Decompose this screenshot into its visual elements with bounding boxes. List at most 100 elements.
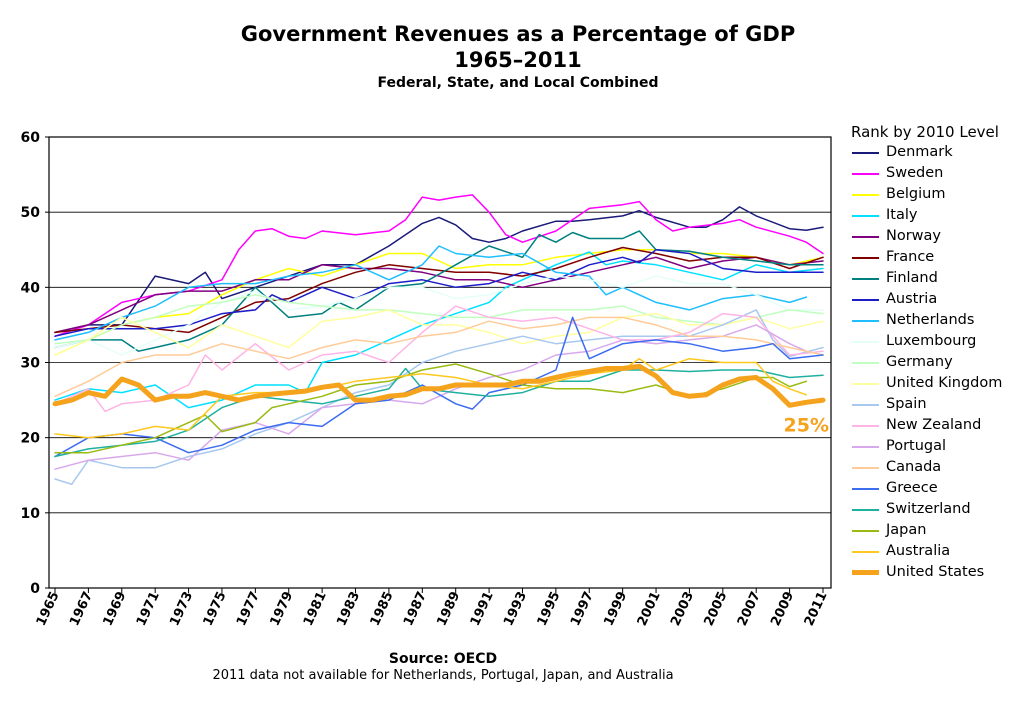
legend-label: Spain xyxy=(886,396,927,412)
x-tick-label: 2005 xyxy=(702,589,731,628)
x-tick-label: 1975 xyxy=(201,589,230,628)
x-tick-label: 2003 xyxy=(668,589,697,628)
y-tick-label: 0 xyxy=(30,581,40,597)
chart-subtitle: Federal, State, and Local Combined xyxy=(377,75,659,91)
legend-swatch xyxy=(852,467,879,469)
legend-swatch xyxy=(852,236,879,238)
series-line-spain xyxy=(54,309,824,486)
x-tick-label: 1995 xyxy=(535,589,564,628)
series-line-canada xyxy=(54,316,824,398)
legend-item: Finland xyxy=(852,268,1002,289)
legend-item: Canada xyxy=(852,457,1002,478)
legend-label: United Kingdom xyxy=(886,375,1003,391)
legend-item: Italy xyxy=(852,205,1002,226)
legend-label: Norway xyxy=(886,228,942,244)
legend-label: Sweden xyxy=(886,165,944,181)
legend: Denmark Sweden Belgium Italy Norway France Fin… xyxy=(852,142,1002,583)
legend-swatch xyxy=(852,173,879,175)
legend-label: Austria xyxy=(886,291,938,307)
legend-label: New Zealand xyxy=(886,417,982,433)
legend-label: France xyxy=(886,249,935,265)
legend-item: Greece xyxy=(852,478,1002,499)
legend-item: Denmark xyxy=(852,142,1002,163)
us-annotation: 25% xyxy=(784,415,829,437)
legend-label: Luxembourg xyxy=(886,333,977,349)
x-tick-label: 2011 xyxy=(802,589,831,628)
legend-label: Germany xyxy=(886,354,953,370)
legend-label: Greece xyxy=(886,480,938,496)
legend-swatch xyxy=(852,446,879,448)
legend-swatch xyxy=(852,257,879,259)
series-line-united-kingdom xyxy=(54,309,824,356)
legend-item: Switzerland xyxy=(852,499,1002,520)
legend-item: France xyxy=(852,247,1002,268)
legend-item: Germany xyxy=(852,352,1002,373)
x-tick-label: 1993 xyxy=(501,589,530,628)
legend-swatch xyxy=(852,570,879,575)
legend-label: Canada xyxy=(886,459,942,475)
chart-subtitle-years: 1965–2011 xyxy=(454,48,582,72)
x-tick-label: 1969 xyxy=(101,589,130,628)
series-line-belgium xyxy=(54,249,824,356)
legend-swatch xyxy=(852,194,879,196)
legend-label: Denmark xyxy=(886,144,953,160)
legend-label: United States xyxy=(886,564,985,580)
legend-item: New Zealand xyxy=(852,415,1002,436)
legend-label: Switzerland xyxy=(886,501,971,517)
x-tick-label: 1977 xyxy=(234,589,263,628)
legend-label: Finland xyxy=(886,270,938,286)
x-tick-label: 1989 xyxy=(434,589,463,628)
legend-label: Japan xyxy=(886,522,927,538)
legend-label: Portugal xyxy=(886,438,947,454)
legend-swatch xyxy=(852,215,879,217)
chart-title: Government Revenues as a Percentage of G… xyxy=(240,22,796,46)
legend-item: Sweden xyxy=(852,163,1002,184)
legend-item: Netherlands xyxy=(852,310,1002,331)
legend-swatch xyxy=(852,299,879,301)
x-tick-label: 1999 xyxy=(601,589,630,628)
legend-swatch xyxy=(852,551,879,553)
series-line-japan xyxy=(54,363,808,454)
series-line-denmark xyxy=(54,206,824,334)
y-tick-label: 60 xyxy=(21,130,41,146)
legend-item: Luxembourg xyxy=(852,331,1002,352)
legend-swatch xyxy=(852,362,879,364)
x-tick-label: 1991 xyxy=(468,589,497,628)
series-line-austria xyxy=(54,249,824,337)
legend-label: Belgium xyxy=(886,186,946,202)
series-line-greece xyxy=(54,316,824,458)
x-tick-label: 2007 xyxy=(735,589,764,628)
y-tick-label: 50 xyxy=(21,205,41,221)
legend-swatch xyxy=(852,152,879,154)
x-tick-label: 1979 xyxy=(267,589,296,628)
x-tick-label: 1967 xyxy=(67,589,96,628)
legend-swatch xyxy=(852,383,879,385)
x-tick-label: 1985 xyxy=(368,589,397,628)
legend-swatch xyxy=(852,530,879,532)
series-line-netherlands xyxy=(54,245,808,341)
series-line-united-states xyxy=(52,363,826,408)
legend-swatch xyxy=(852,509,879,511)
x-tick-label: 1987 xyxy=(401,589,430,628)
legend-title: Rank by 2010 Level xyxy=(851,123,999,141)
legend-item: Portugal xyxy=(852,436,1002,457)
legend-item: Japan xyxy=(852,520,1002,541)
legend-label: Italy xyxy=(886,207,918,223)
series-line-switzerland xyxy=(54,367,824,458)
x-tick-label: 1981 xyxy=(301,589,330,628)
legend-swatch xyxy=(852,278,879,280)
x-tick-label: 2009 xyxy=(768,589,797,628)
y-tick-label: 10 xyxy=(21,506,41,522)
y-tick-label: 40 xyxy=(21,280,41,296)
series-line-luxembourg xyxy=(54,275,824,356)
legend-swatch xyxy=(852,341,879,343)
legend-swatch xyxy=(852,320,879,322)
source-text: Source: OECD xyxy=(388,651,498,667)
footnote: 2011 data not available for Netherlands,… xyxy=(212,668,674,683)
series-line-portugal xyxy=(54,324,808,470)
legend-item: Norway xyxy=(852,226,1002,247)
series-line-france xyxy=(54,246,824,334)
legend-item: Spain xyxy=(852,394,1002,415)
legend-item: United States xyxy=(852,562,1002,583)
